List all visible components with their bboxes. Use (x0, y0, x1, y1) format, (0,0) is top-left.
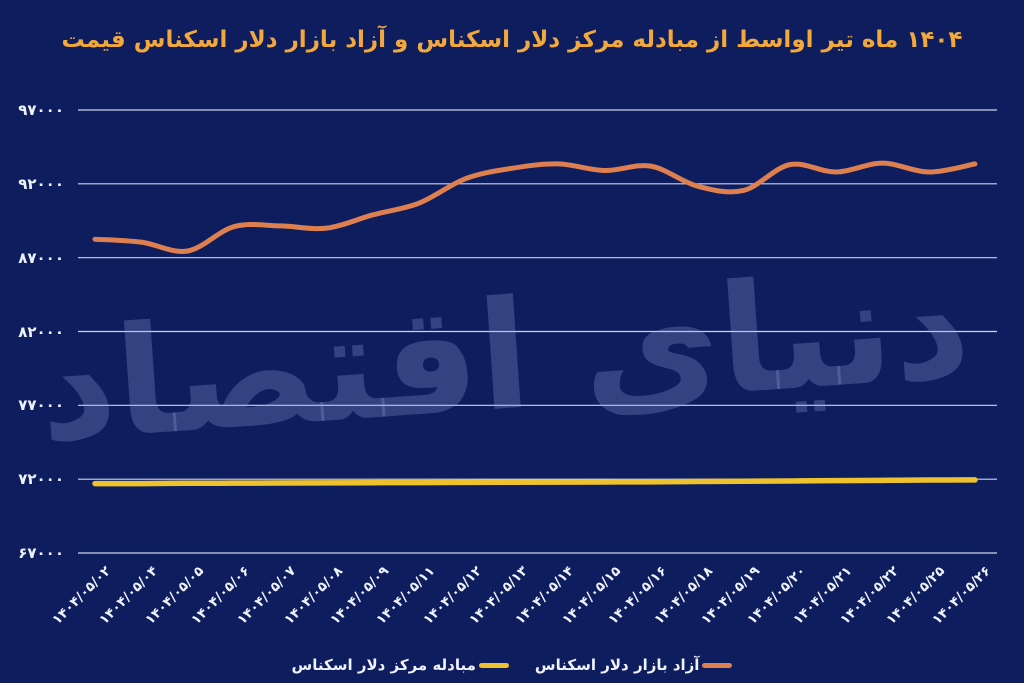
legend: مبادله مرکز دلار اسکناس آزاد بازار دلار … (0, 656, 1024, 674)
series-line-exchange-center (92, 477, 978, 487)
y-tick-label: ۷۲۰۰۰ (18, 470, 64, 489)
watermark: دنیای اقتصاد (33, 238, 975, 477)
y-tick-label: ۹۷۰۰۰ (18, 101, 64, 119)
legend-item-free-market: آزاد بازار دلار اسکناس (535, 656, 733, 674)
y-tick-label: ۸۲۰۰۰ (18, 322, 64, 341)
series-line-free-market (92, 160, 978, 254)
legend-swatch-yellow-icon (478, 662, 509, 668)
y-tick-label: ۸۷۰۰۰ (18, 248, 64, 267)
legend-label-free-market: آزاد بازار دلار اسکناس (534, 656, 700, 674)
y-tick-label: ۷۷۰۰۰ (18, 396, 64, 415)
legend-item-exchange-center: مبادله مرکز دلار اسکناس (292, 656, 509, 674)
legend-swatch-orange-icon (702, 662, 733, 668)
legend-label-exchange-center: مبادله مرکز دلار اسکناس (291, 656, 476, 674)
y-tick-label: ۹۲۰۰۰ (18, 174, 64, 193)
chart-title: ۱۴۰۴ ماه تیر اواسط از مبادله مرکز دلار ا… (61, 27, 963, 53)
y-tick-label: ۶۷۰۰۰ (18, 544, 64, 562)
